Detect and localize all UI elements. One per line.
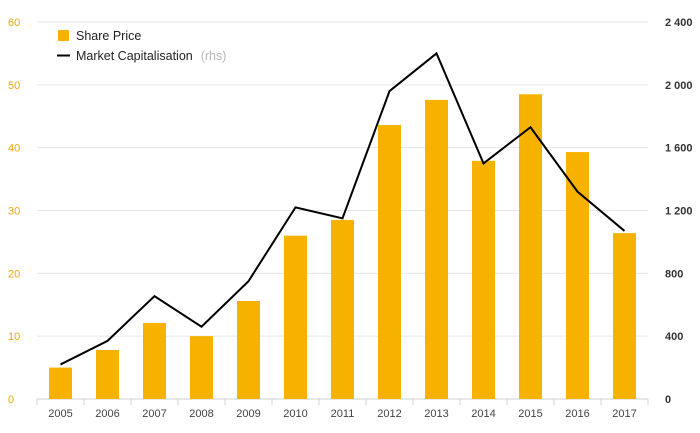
x-tick-label: 2017 — [612, 408, 636, 420]
y-axis-right: 0 400 800 1 200 1 600 2 000 2 400 — [665, 17, 693, 406]
x-tick-label: 2010 — [283, 408, 307, 420]
y-right-tick-label: 1 200 — [665, 206, 693, 218]
bar — [96, 349, 119, 399]
bar — [613, 233, 636, 399]
y-left-tick-label: 0 — [8, 394, 14, 406]
x-tick-label: 2007 — [142, 408, 166, 420]
x-tick-label: 2006 — [95, 408, 119, 420]
bar — [378, 125, 401, 400]
bar — [425, 99, 448, 399]
x-tick-label: 2011 — [331, 408, 355, 420]
x-tick-label: 2016 — [565, 408, 589, 420]
y-right-tick-label: 0 — [665, 394, 671, 406]
bar — [143, 322, 166, 399]
y-right-tick-label: 400 — [665, 331, 683, 343]
x-tick-label: 2012 — [377, 408, 401, 420]
y-right-tick-label: 2 000 — [665, 80, 693, 92]
bar-series-share-price — [49, 94, 636, 400]
y-right-tick-label: 800 — [665, 268, 683, 280]
x-tick-label: 2015 — [518, 408, 542, 420]
bar — [49, 367, 72, 399]
x-tick-label: 2014 — [471, 408, 495, 420]
y-left-tick-label: 10 — [8, 331, 20, 343]
y-left-tick-label: 60 — [8, 17, 20, 29]
y-left-tick-label: 50 — [8, 80, 20, 92]
y-left-tick-label: 20 — [8, 268, 20, 280]
bar — [472, 160, 495, 399]
y-left-tick-label: 40 — [8, 143, 20, 155]
bar — [331, 219, 354, 399]
bar — [237, 300, 260, 399]
market-cap-line — [60, 51, 626, 366]
x-tick-label: 2009 — [236, 408, 260, 420]
legend-label-market-cap: Market Capitalisation (rhs) — [76, 47, 226, 64]
gridlines — [36, 21, 649, 405]
legend-swatch-share-price — [58, 30, 69, 41]
bar — [190, 336, 213, 399]
bar — [519, 94, 542, 399]
y-right-tick-label: 1 600 — [665, 143, 693, 155]
x-tick-label: 2013 — [424, 408, 448, 420]
bar — [284, 235, 307, 399]
y-right-tick-label: 2 400 — [665, 17, 693, 29]
x-tick-label: 2005 — [48, 408, 72, 420]
legend-label-market-cap-suffix: (rhs) — [201, 49, 227, 63]
legend-label-share-price: Share Price — [76, 29, 141, 43]
line-series-market-cap — [60, 51, 626, 366]
legend: Share Price Market Capitalisation (rhs) — [57, 29, 226, 64]
x-axis: 2005 2006 2007 2008 2009 2010 2011 2012 2013 2014… — [48, 408, 636, 420]
legend-label-market-cap-name: Market Capitalisation — [76, 49, 193, 63]
x-tick-label: 2008 — [189, 408, 213, 420]
y-left-tick-label: 30 — [8, 206, 20, 218]
bar — [566, 152, 589, 399]
y-axis-left: 0 10 20 30 40 50 60 — [8, 17, 20, 406]
